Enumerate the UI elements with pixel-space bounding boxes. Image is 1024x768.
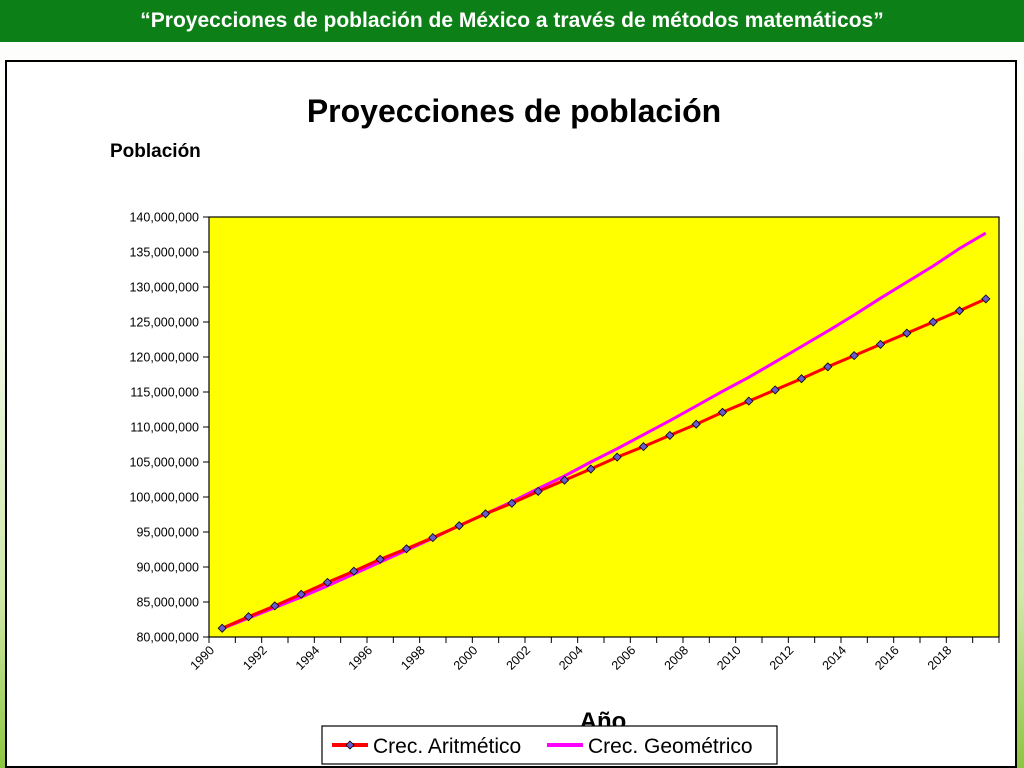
aritmetico-point — [217, 623, 227, 633]
y-tick-label: 125,000,000 — [129, 316, 199, 330]
x-tick-label: 1998 — [398, 643, 428, 673]
aritmetico-point — [612, 452, 622, 462]
aritmetico-point — [717, 407, 728, 417]
aritmetico-point — [928, 317, 938, 327]
y-tick-label: 95,000,000 — [136, 526, 199, 540]
aritmetico-point — [954, 306, 965, 316]
chart-svg: Proyecciones de población Población 80,0… — [110, 93, 1000, 765]
aritmetico-point — [559, 475, 570, 485]
y-tick-label: 100,000,000 — [129, 491, 199, 505]
y-tick-label: 120,000,000 — [129, 351, 199, 365]
x-tick-label: 2010 — [714, 643, 744, 673]
x-tick-label: 1990 — [188, 643, 218, 673]
x-tick-label: 1994 — [293, 643, 323, 673]
aritmetico-point — [796, 374, 807, 384]
x-tick-label: 2012 — [767, 643, 797, 673]
x-tick-label: 2008 — [662, 643, 692, 673]
x-tick-label: 2016 — [872, 643, 902, 673]
x-tick-label: 1996 — [346, 643, 376, 673]
chart-frame: Proyecciones de población Población 80,0… — [5, 60, 1017, 768]
aritmetico-point — [243, 612, 254, 622]
series-line-aritmetico — [221, 297, 987, 630]
legend: Crec. Aritmético Crec. Geométrico — [321, 725, 778, 765]
y-tick-label: 90,000,000 — [136, 561, 199, 575]
aritmetico-point — [691, 419, 701, 429]
y-tick-label: 135,000,000 — [129, 246, 199, 260]
x-tick-label: 2006 — [609, 643, 639, 673]
aritmetico-point — [665, 430, 675, 440]
aritmetico-point — [981, 294, 991, 304]
series-line-geometrico — [221, 231, 987, 630]
aritmetico-point — [823, 362, 833, 372]
aritmetico-point — [270, 601, 280, 611]
chart-title: Proyecciones de población — [307, 93, 721, 129]
aritmetico-point — [902, 328, 912, 338]
aritmetico-point — [401, 544, 412, 554]
aritmetico-point — [849, 351, 859, 361]
aritmetico-point — [349, 566, 359, 576]
legend-label-aritmetico: Crec. Aritmético — [373, 735, 521, 758]
aritmetico-point — [454, 521, 464, 531]
x-tick-label: 2002 — [504, 643, 534, 673]
legend-marker-aritmetico — [345, 740, 355, 750]
aritmetico-point — [875, 339, 886, 349]
aritmetico-point — [428, 533, 438, 543]
aritmetico-point — [296, 589, 306, 599]
y-tick-label: 110,000,000 — [130, 421, 199, 435]
y-tick-label: 115,000,000 — [130, 386, 199, 400]
plot-area — [208, 216, 1000, 638]
x-tick-label: 2014 — [820, 643, 850, 673]
aritmetico-point — [586, 464, 596, 474]
x-tick-label: 2018 — [925, 643, 955, 673]
aritmetico-point — [533, 486, 543, 496]
x-tick-label: 1992 — [240, 643, 270, 673]
y-tick-label: 105,000,000 — [129, 456, 199, 470]
y-tick-label: 80,000,000 — [136, 631, 199, 645]
aritmetico-point — [770, 385, 780, 395]
aritmetico-point — [638, 442, 649, 452]
aritmetico-point — [480, 509, 491, 519]
legend-label-geometrico: Crec. Geométrico — [588, 735, 753, 758]
x-tick-label: 2004 — [556, 643, 586, 673]
y-tick-label: 85,000,000 — [136, 596, 199, 610]
x-axis-ticks: 1990 1992 1994 1996 1998 2000 2002 2004 2006 2008… — [188, 637, 1000, 673]
aritmetico-point — [375, 554, 385, 564]
aritmetico-point — [744, 396, 754, 406]
y-tick-label: 130,000,000 — [129, 281, 199, 295]
y-tick-label: 140,000,000 — [129, 211, 199, 225]
series-layer — [217, 231, 991, 633]
page-title: “Proyecciones de población de México a t… — [0, 0, 1024, 42]
aritmetico-point — [507, 498, 517, 508]
y-axis-label: Población — [110, 141, 201, 162]
aritmetico-point — [322, 577, 333, 587]
y-axis-ticks: 80,000,000 85,000,000 90,000,000 95,000,000… — [129, 211, 209, 645]
x-tick-label: 2000 — [451, 643, 481, 673]
